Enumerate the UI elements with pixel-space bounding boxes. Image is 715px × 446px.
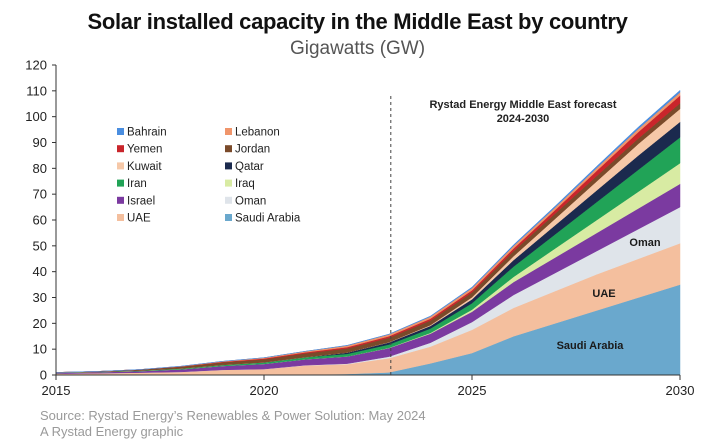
credit-text: A Rystad Energy graphic — [40, 424, 184, 439]
area-label-oman: Oman — [629, 237, 660, 249]
x-tick-label: 2025 — [458, 383, 487, 398]
x-tick-label: 2015 — [42, 383, 71, 398]
x-tick-label: 2020 — [250, 383, 279, 398]
legend-label: UAE — [127, 213, 151, 225]
x-tick-label: 2030 — [666, 383, 695, 398]
chart-source: Source: Rystad Energy’s Renewables & Pow… — [40, 408, 426, 440]
legend: Bahrain Lebanon Yemen Jordan Kuwait Qatar Iran… — [117, 127, 301, 225]
legend-label: Lebanon — [235, 127, 280, 139]
legend-swatch — [117, 214, 124, 221]
legend-label: Oman — [235, 195, 266, 207]
y-tick-label: 50 — [33, 238, 47, 253]
y-tick-label: 120 — [25, 58, 47, 73]
y-tick-label: 10 — [33, 342, 47, 357]
chart-subtitle: Gigawatts (GW) — [289, 38, 426, 59]
legend-swatch — [117, 196, 124, 204]
legend-label: Yemen — [127, 144, 162, 156]
legend-label: Qatar — [235, 161, 264, 173]
y-tick-label: 60 — [33, 213, 47, 228]
forecast-label: 2024-2030 — [497, 113, 550, 125]
legend-swatch — [225, 162, 232, 170]
legend-swatch — [225, 214, 232, 221]
legend-swatch — [225, 145, 232, 153]
legend-label: Israel — [127, 195, 155, 207]
legend-label: Iraq — [235, 178, 255, 190]
legend-swatch — [225, 196, 232, 204]
legend-label: Iran — [127, 178, 147, 190]
forecast-label: Rystad Energy Middle East forecast — [429, 99, 616, 111]
legend-swatch — [225, 128, 232, 135]
y-tick-label: 30 — [33, 290, 47, 305]
area-bahrain — [55, 89, 681, 373]
y-tick-label: 90 — [33, 135, 47, 150]
legend-swatch — [117, 179, 124, 187]
y-tick-label: 80 — [33, 161, 47, 176]
y-tick-label: 100 — [25, 109, 47, 124]
legend-swatch — [225, 179, 232, 187]
legend-label: Bahrain — [127, 127, 167, 139]
y-tick-label: 40 — [33, 264, 47, 279]
area-label-saudi-arabia: Saudi Arabia — [557, 340, 625, 352]
source-text: Source: Rystad Energy’s Renewables & Pow… — [40, 408, 426, 423]
y-tick-label: 0 — [40, 368, 47, 383]
legend-label: Saudi Arabia — [235, 213, 301, 225]
legend-swatch — [117, 128, 124, 135]
legend-label: Jordan — [235, 144, 270, 156]
y-tick-label: 20 — [33, 316, 47, 331]
y-tick-label: 70 — [33, 187, 47, 202]
y-tick-label: 110 — [26, 83, 47, 98]
chart-title: Solar installed capacity in the Middle E… — [87, 9, 628, 34]
area-label-uae: UAE — [592, 288, 615, 300]
legend-swatch — [117, 162, 124, 170]
legend-label: Kuwait — [127, 161, 162, 173]
legend-swatch — [117, 145, 124, 153]
